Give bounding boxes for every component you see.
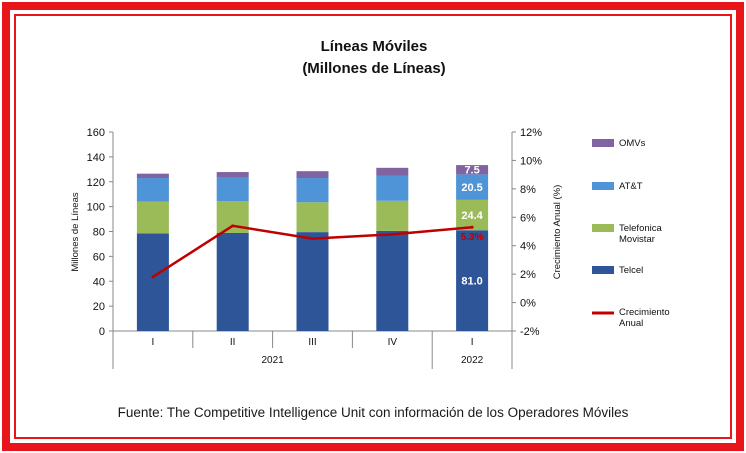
growth-point bbox=[231, 224, 235, 228]
y-tick-label: 40 bbox=[93, 276, 105, 288]
x-category-label: II bbox=[230, 337, 236, 348]
y-tick-label: 60 bbox=[93, 251, 105, 263]
bar-segment-telcel bbox=[296, 232, 329, 331]
y2-tick-label: 12% bbox=[520, 127, 542, 139]
bar-segment-at-t bbox=[296, 178, 329, 203]
legend-label: Anual bbox=[619, 318, 643, 329]
y-axis-label: Millones de Líneas bbox=[70, 192, 81, 271]
growth-point bbox=[311, 237, 314, 241]
bar-segment-telefonica-movistar bbox=[296, 202, 329, 233]
bar-segment-telcel bbox=[456, 230, 489, 331]
x-category-label: III bbox=[308, 337, 316, 348]
bar-segment-telcel bbox=[216, 232, 249, 331]
bar-segment-at-t bbox=[456, 174, 489, 200]
growth-point bbox=[470, 225, 474, 229]
y-tick-label: 160 bbox=[87, 127, 105, 139]
y-tick-label: 100 bbox=[87, 202, 105, 214]
y2-tick-label: 10% bbox=[520, 155, 542, 167]
bar-data-label: 7.5 bbox=[464, 165, 479, 177]
legend-label: Movistar bbox=[619, 234, 655, 245]
y-tick-label: 120 bbox=[87, 177, 105, 189]
bar-segment-omvs bbox=[216, 172, 249, 178]
y-tick-label: 0 bbox=[99, 326, 105, 338]
bar-segment-at-t bbox=[376, 175, 409, 201]
bar-segment-telefonica-movistar bbox=[136, 201, 169, 234]
bar-segment-telcel bbox=[376, 230, 409, 331]
bar-segment-omvs bbox=[296, 171, 329, 179]
chart-subtitle: (Millones de Líneas) bbox=[302, 60, 445, 77]
bar-data-label: 81.0 bbox=[461, 276, 482, 288]
growth-point bbox=[390, 232, 394, 236]
y-tick-label: 20 bbox=[93, 301, 105, 313]
legend-label: AT&T bbox=[619, 181, 643, 192]
x-year-label: 2021 bbox=[261, 355, 284, 366]
x-category-label: I bbox=[471, 337, 474, 348]
y2-tick-label: 6% bbox=[520, 212, 536, 224]
y2-axis-label: Crecimiento Anual (%) bbox=[552, 185, 563, 280]
bar-data-label: 24.4 bbox=[461, 210, 483, 222]
legend-swatch bbox=[592, 224, 614, 232]
growth-data-label: 5.3% bbox=[461, 232, 484, 243]
growth-point bbox=[151, 275, 155, 279]
bar-segment-at-t bbox=[216, 177, 249, 202]
source-note: Fuente: The Competitive Intelligence Uni… bbox=[117, 405, 629, 420]
y2-tick-label: 8% bbox=[520, 184, 536, 196]
bar-segment-omvs bbox=[136, 173, 169, 179]
legend-swatch bbox=[592, 266, 614, 274]
y2-tick-label: 2% bbox=[520, 269, 536, 281]
red-border-inner bbox=[14, 14, 732, 439]
x-year-label: 2022 bbox=[461, 355, 484, 366]
bar-segment-omvs bbox=[456, 165, 489, 175]
bar-segment-telefonica-movistar bbox=[376, 200, 409, 231]
y2-tick-label: 0% bbox=[520, 298, 536, 310]
legend-swatch bbox=[592, 182, 614, 190]
bar-segment-omvs bbox=[376, 167, 409, 176]
y-tick-label: 140 bbox=[87, 152, 105, 164]
x-category-label: I bbox=[152, 337, 155, 348]
bar-data-label: 20.5 bbox=[461, 182, 482, 194]
legend-label: Telefonica bbox=[619, 223, 662, 234]
bar-segment-telefonica-movistar bbox=[456, 199, 489, 231]
bar-segment-at-t bbox=[136, 178, 169, 202]
y-tick-label: 80 bbox=[93, 227, 105, 239]
legend-label: Crecimiento bbox=[619, 307, 670, 318]
y2-tick-label: -2% bbox=[520, 326, 540, 338]
legend-label: Telcel bbox=[619, 265, 643, 276]
bar-segment-telcel bbox=[136, 233, 169, 331]
y2-tick-label: 4% bbox=[520, 241, 536, 253]
legend-swatch bbox=[592, 139, 614, 147]
chart-marks: 0 20 40 60 80 100 120 140 160 -2% 0% 2% 4% 6% 8% 10% 12%… bbox=[87, 127, 670, 369]
legend-label: OMVs bbox=[619, 138, 646, 149]
x-category-label: IV bbox=[388, 337, 398, 348]
chart-title: Líneas Móviles bbox=[321, 38, 428, 55]
